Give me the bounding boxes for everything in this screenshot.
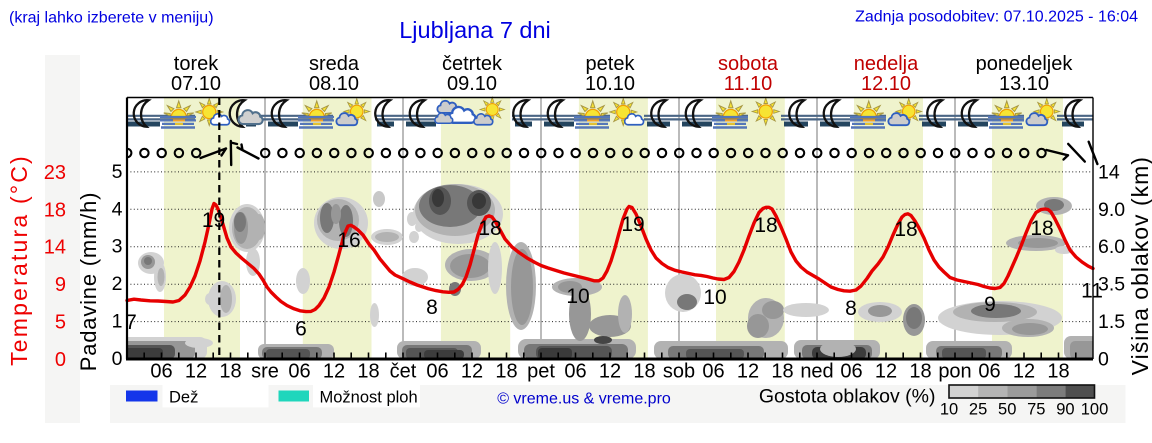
svg-text:2: 2 xyxy=(112,273,123,295)
svg-text:nedelja: nedelja xyxy=(854,53,919,75)
svg-text:© vreme.us & vreme.pro: © vreme.us & vreme.pro xyxy=(497,391,671,408)
svg-text:18: 18 xyxy=(1047,361,1069,383)
svg-text:9.0: 9.0 xyxy=(1098,199,1125,221)
svg-text:06: 06 xyxy=(288,361,310,383)
svg-text:ponedeljek: ponedeljek xyxy=(976,53,1074,75)
svg-text:Zadnja posodobitev: 07.10.2025: Zadnja posodobitev: 07.10.2025 - 16:04 xyxy=(855,9,1138,26)
svg-text:0: 0 xyxy=(55,349,66,371)
svg-text:5: 5 xyxy=(55,312,66,334)
svg-text:Temperatura (°C): Temperatura (°C) xyxy=(6,154,32,366)
svg-text:06: 06 xyxy=(564,361,586,383)
svg-text:90: 90 xyxy=(1056,401,1074,419)
svg-text:6: 6 xyxy=(295,318,307,341)
svg-text:Možnost ploh: Možnost ploh xyxy=(320,389,418,407)
svg-text:8: 8 xyxy=(426,296,438,319)
svg-text:23: 23 xyxy=(44,162,66,184)
svg-text:08.10: 08.10 xyxy=(309,73,359,95)
svg-text:18: 18 xyxy=(357,361,379,383)
svg-text:3: 3 xyxy=(112,236,123,258)
svg-text:12: 12 xyxy=(1013,361,1035,383)
svg-text:06: 06 xyxy=(150,361,172,383)
svg-text:75: 75 xyxy=(1027,401,1045,419)
svg-text:9: 9 xyxy=(984,293,996,316)
svg-text:18: 18 xyxy=(909,361,931,383)
svg-text:14: 14 xyxy=(1098,161,1120,183)
svg-text:(kraj lahko izberete v meniju): (kraj lahko izberete v meniju) xyxy=(9,10,214,27)
svg-text:07.10: 07.10 xyxy=(171,73,221,95)
svg-text:25: 25 xyxy=(969,401,987,419)
svg-text:18: 18 xyxy=(771,361,793,383)
svg-text:9: 9 xyxy=(55,274,66,296)
svg-text:1.5: 1.5 xyxy=(1098,311,1125,333)
svg-text:19: 19 xyxy=(202,209,225,232)
svg-text:18: 18 xyxy=(219,361,241,383)
svg-text:06: 06 xyxy=(840,361,862,383)
svg-text:18: 18 xyxy=(1030,217,1053,240)
svg-text:1: 1 xyxy=(112,311,123,333)
svg-text:06: 06 xyxy=(978,361,1000,383)
svg-text:12: 12 xyxy=(599,361,621,383)
svg-text:18: 18 xyxy=(754,214,777,237)
svg-text:4: 4 xyxy=(112,198,123,220)
svg-text:0: 0 xyxy=(112,348,123,370)
svg-text:13.10: 13.10 xyxy=(999,73,1049,95)
svg-text:18: 18 xyxy=(478,217,501,240)
svg-text:18: 18 xyxy=(44,199,66,221)
svg-text:sob: sob xyxy=(663,361,695,383)
svg-text:10: 10 xyxy=(940,401,958,419)
svg-text:torek: torek xyxy=(174,53,219,75)
svg-text:12: 12 xyxy=(185,361,207,383)
svg-text:5: 5 xyxy=(112,161,123,183)
svg-text:14: 14 xyxy=(44,237,66,259)
svg-text:10.10: 10.10 xyxy=(585,73,635,95)
svg-text:sre: sre xyxy=(251,361,279,383)
svg-text:0: 0 xyxy=(1098,349,1109,371)
svg-text:11: 11 xyxy=(1081,280,1103,303)
svg-text:Dež: Dež xyxy=(169,389,198,407)
svg-text:06: 06 xyxy=(426,361,448,383)
svg-text:09.10: 09.10 xyxy=(447,73,497,95)
svg-text:12: 12 xyxy=(461,361,483,383)
svg-text:12.10: 12.10 xyxy=(861,73,911,95)
svg-text:Ljubljana 7 dni: Ljubljana 7 dni xyxy=(399,17,551,43)
svg-text:Gostota oblakov (%): Gostota oblakov (%) xyxy=(759,386,936,408)
svg-text:12: 12 xyxy=(737,361,759,383)
svg-text:ned: ned xyxy=(800,361,833,383)
svg-text:11.10: 11.10 xyxy=(724,73,773,95)
svg-text:8: 8 xyxy=(845,297,857,320)
svg-text:petek: petek xyxy=(586,53,636,75)
svg-text:10: 10 xyxy=(566,285,589,308)
svg-text:10: 10 xyxy=(703,286,726,309)
svg-text:06: 06 xyxy=(702,361,724,383)
svg-text:18: 18 xyxy=(633,361,655,383)
svg-text:7: 7 xyxy=(125,311,137,334)
svg-text:četrtek: četrtek xyxy=(442,53,503,75)
svg-text:50: 50 xyxy=(998,401,1016,419)
svg-text:čet: čet xyxy=(390,361,417,383)
svg-text:18: 18 xyxy=(894,218,917,241)
svg-text:pet: pet xyxy=(527,361,555,383)
svg-text:12: 12 xyxy=(323,361,345,383)
svg-text:19: 19 xyxy=(621,213,644,236)
svg-text:Višina oblakov (km): Višina oblakov (km) xyxy=(1127,156,1152,375)
svg-text:18: 18 xyxy=(495,361,517,383)
svg-text:pon: pon xyxy=(938,361,971,383)
svg-text:sobota: sobota xyxy=(718,53,779,75)
svg-text:sreda: sreda xyxy=(309,53,360,75)
svg-text:12: 12 xyxy=(875,361,897,383)
svg-text:100: 100 xyxy=(1081,401,1109,419)
svg-text:16: 16 xyxy=(337,229,360,252)
svg-text:3.5: 3.5 xyxy=(1098,274,1125,296)
svg-text:6.0: 6.0 xyxy=(1098,236,1125,258)
svg-text:Padavine (mm/h): Padavine (mm/h) xyxy=(76,192,101,372)
